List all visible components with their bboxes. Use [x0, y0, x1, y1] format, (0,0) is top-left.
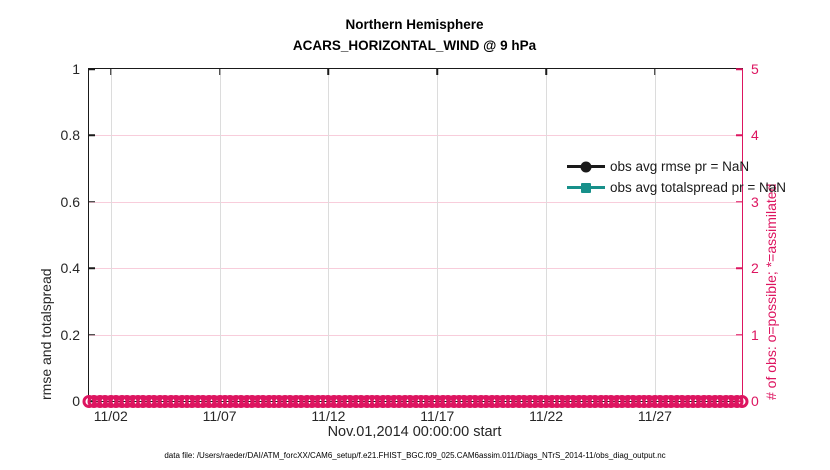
top-tick-mark: [327, 69, 330, 75]
horizontal-gridline: [89, 135, 742, 137]
top-tick-mark: [218, 69, 221, 75]
x-tick-label: 11/22: [529, 408, 564, 424]
vertical-gridline: [546, 69, 548, 401]
legend-square-marker: [581, 182, 591, 193]
left-tick-mark: [89, 267, 95, 269]
vertical-gridline: [328, 69, 330, 401]
obs-possible-marker: [735, 394, 749, 408]
left-y-axis-label: rmse and totalspread: [38, 268, 54, 400]
chart-subtitle: ACARS_HORIZONTAL_WIND @ 9 hPa: [292, 38, 537, 53]
legend-label: obs avg rmse pr = NaN: [610, 159, 750, 174]
plot-area: obs avg rmse pr = NaN obs avg totalspread…: [61, 61, 786, 424]
legend-line-sample: [567, 182, 605, 193]
right-y-tick-label: 4: [751, 127, 759, 144]
right-tick-mark: [736, 267, 742, 269]
horizontal-gridline: [89, 268, 742, 270]
right-y-axis-label: # of obs: o=possible; *=assimilated: [763, 183, 779, 400]
legend-item: obs avg rmse pr = NaN: [567, 156, 786, 177]
right-tick-mark: [736, 68, 742, 70]
vertical-gridline: [654, 69, 656, 401]
chart-title-block: Northern Hemisphere ACARS_HORIZONTAL_WIN…: [88, 14, 741, 56]
vertical-gridline: [110, 69, 112, 401]
right-y-tick-label: 0: [751, 393, 759, 409]
x-tick-label: 11/12: [311, 408, 346, 424]
left-tick-mark: [89, 333, 95, 336]
left-tick-mark: [89, 134, 95, 137]
left-y-tick-label: 0.8: [60, 127, 80, 144]
left-tick-mark: [89, 201, 95, 203]
legend-label: obs avg totalspread pr = NaN: [610, 180, 786, 195]
horizontal-gridline: [89, 334, 742, 336]
x-axis-label: Nov.01,2014 00:00:00 start: [327, 424, 502, 440]
horizontal-gridline: [89, 201, 742, 203]
left-y-tick-label: 0: [72, 393, 80, 409]
right-y-tick-label: 3: [751, 193, 759, 210]
top-tick-mark: [110, 69, 112, 75]
left-y-tick-label: 1: [72, 61, 80, 77]
right-y-tick-label: 1: [751, 326, 759, 343]
top-tick-mark: [436, 69, 439, 75]
x-tick-label: 11/07: [202, 408, 237, 424]
x-tick-label: 11/27: [637, 408, 672, 424]
x-tick-label: 11/17: [420, 408, 455, 424]
vertical-gridline: [219, 69, 221, 401]
obs-count-marker-band: [82, 394, 749, 409]
right-y-tick-label: 5: [751, 61, 759, 77]
right-tick-mark: [736, 201, 742, 203]
left-y-tick-label: 0.2: [60, 326, 80, 343]
right-y-tick-label: 2: [751, 260, 759, 277]
vertical-gridline: [437, 69, 439, 401]
data-file-caption: data file: /Users/raeder/DAI/ATM_forcXX/…: [164, 451, 666, 460]
top-tick-mark: [545, 69, 547, 75]
chart-title: Northern Hemisphere: [345, 17, 484, 32]
legend: obs avg rmse pr = NaN obs avg totalspread…: [567, 156, 786, 198]
right-tick-mark: [736, 333, 742, 336]
left-tick-mark: [89, 68, 95, 70]
legend-line-sample: [567, 161, 605, 172]
left-y-tick-label: 0.6: [60, 193, 80, 210]
left-y-tick-label: 0.4: [60, 260, 80, 277]
top-tick-mark: [654, 69, 656, 75]
x-tick-label: 11/02: [93, 408, 128, 424]
legend-item: obs avg totalspread pr = NaN: [567, 177, 786, 198]
right-tick-mark: [736, 134, 742, 137]
legend-circle-marker: [580, 161, 592, 172]
